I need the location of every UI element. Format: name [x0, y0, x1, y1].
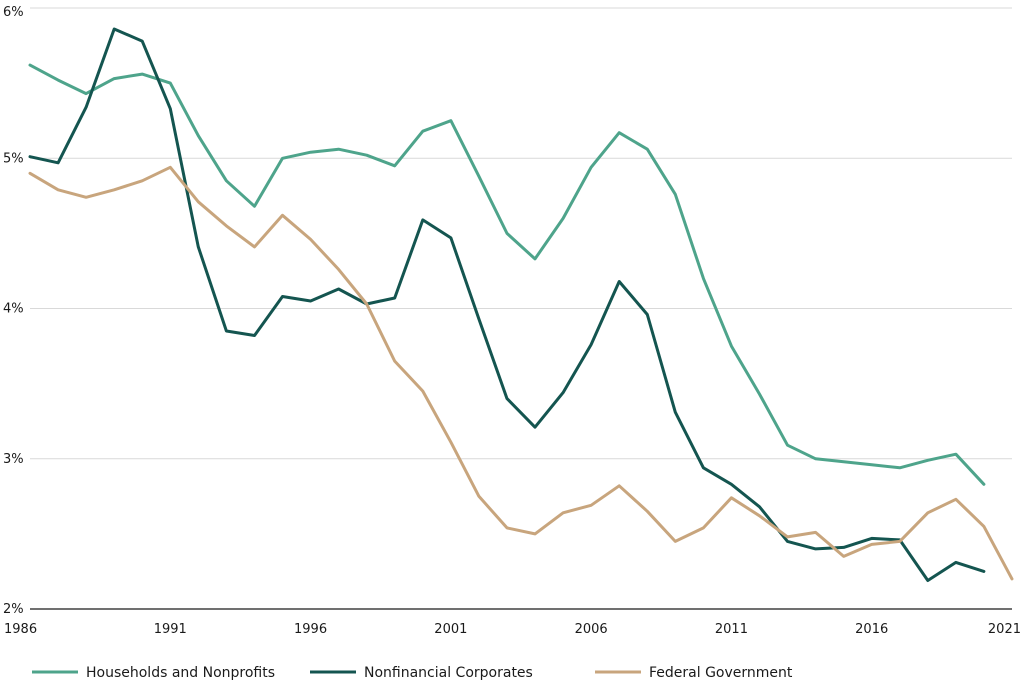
- gridlines: [30, 7, 1012, 610]
- y-tick-label: 2%: [3, 602, 24, 617]
- y-tick-label: 6%: [3, 5, 24, 20]
- x-tick-label: 1996: [294, 622, 327, 637]
- x-tick-label: 2006: [575, 622, 608, 637]
- series-line-federal-government: [28, 165, 1014, 581]
- series-line-households-and-nonprofits: [28, 63, 986, 486]
- x-tick-label: 2001: [434, 622, 467, 637]
- x-axis-tick-labels: 1986 1991 1996 2001 2006 2011 2016 2021: [4, 622, 1021, 637]
- legend: Households and Nonprofits Nonfinancial Co…: [32, 665, 793, 681]
- y-tick-label: 3%: [3, 452, 24, 467]
- x-tick-label: 2011: [715, 622, 748, 637]
- x-tick-label: 2016: [855, 622, 888, 637]
- legend-label: Households and Nonprofits: [86, 665, 275, 681]
- y-axis-tick-labels: 2% 3% 4% 5% 6%: [3, 5, 24, 617]
- y-tick-label: 4%: [3, 302, 24, 317]
- x-tick-label: 2021: [988, 622, 1021, 637]
- series-line-nonfinancial-corporates: [28, 27, 986, 582]
- x-tick-label: 1986: [4, 622, 37, 637]
- x-tick-label: 1991: [154, 622, 187, 637]
- y-tick-label: 5%: [3, 151, 24, 166]
- legend-label: Nonfinancial Corporates: [364, 665, 533, 681]
- legend-label: Federal Government: [649, 665, 793, 681]
- series-lines: [28, 27, 1014, 582]
